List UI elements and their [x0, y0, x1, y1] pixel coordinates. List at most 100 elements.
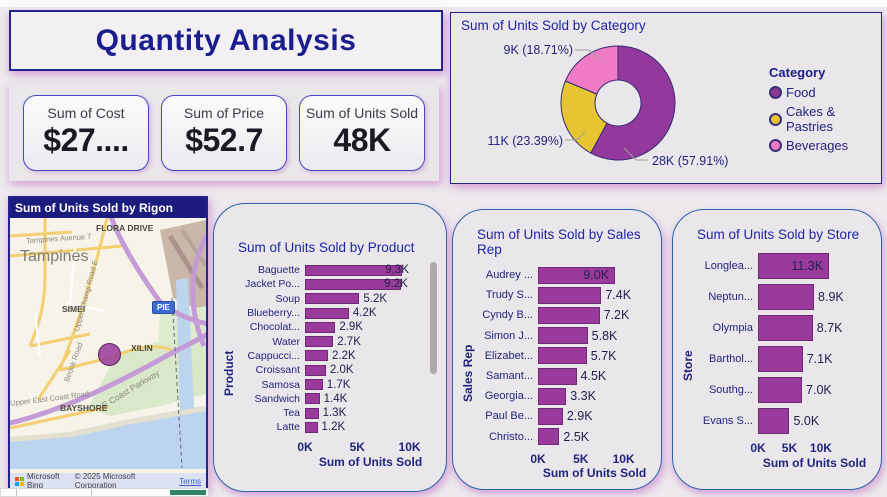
- legend-item-beverages[interactable]: Beverages: [769, 138, 881, 153]
- store-y-axis-label: Store: [681, 350, 695, 381]
- store-chart-panel: Sum of Units Sold by Store Store Longlea…: [672, 209, 882, 490]
- bar[interactable]: [305, 336, 334, 348]
- product-y-axis-label: Product: [222, 350, 236, 396]
- x-axis-label: Sum of Units Sold: [318, 454, 423, 469]
- bar[interactable]: [538, 327, 588, 345]
- x-axis-tick: 0K: [530, 451, 546, 466]
- legend-label: Food: [786, 85, 816, 100]
- category-label: Simon J...: [484, 329, 533, 342]
- bar[interactable]: [305, 264, 403, 276]
- bar-track: 9.0K: [538, 265, 645, 285]
- category-label: Southg...: [708, 383, 753, 396]
- store-chart-title: Sum of Units Sold by Store: [697, 227, 860, 242]
- bar[interactable]: [305, 307, 349, 319]
- map-terms-link[interactable]: Terms: [179, 476, 201, 486]
- leader-line-cakes: [565, 131, 586, 141]
- category-label: Olympia: [712, 321, 753, 334]
- value-label: 5.0K: [793, 413, 820, 428]
- bar[interactable]: [305, 278, 402, 290]
- bar[interactable]: [305, 350, 328, 362]
- store-plot-area: Longlea... 11.3K Neptun... 8.9K Olympia 8.7K B…: [697, 250, 871, 481]
- value-label: 8.9K: [818, 289, 844, 304]
- bar[interactable]: [538, 387, 567, 405]
- donut-slice-food[interactable]: [590, 45, 676, 161]
- bar[interactable]: [305, 421, 318, 433]
- scrollbar-tick: [91, 489, 92, 496]
- legend-item-cakes[interactable]: Cakes & Pastries: [769, 104, 881, 134]
- sales-rep-plot-area: Audrey ... 9.0K Trudy S... 7.4K Cyndy B... 7.…: [477, 265, 651, 481]
- bar[interactable]: [758, 376, 803, 403]
- value-label: 2.9K: [339, 321, 363, 334]
- vertical-scrollbar-thumb[interactable]: [430, 262, 437, 374]
- bar[interactable]: [538, 347, 587, 365]
- legend-dot-food: [769, 86, 782, 99]
- bar-track: 2.0K: [305, 363, 420, 377]
- slice-label-cakes: 11K (23.39%): [487, 134, 563, 148]
- bar[interactable]: [305, 407, 319, 419]
- category-label: Longlea...: [704, 259, 753, 272]
- bar-row: Jacket Po... 9.2K: [238, 277, 436, 291]
- donut-slice-cakes-pastries[interactable]: [560, 80, 608, 154]
- bar[interactable]: [305, 379, 323, 391]
- map-attribution-bar: Microsoft Bing © 2025 Microsoft Corporat…: [10, 472, 206, 490]
- bar[interactable]: [538, 306, 600, 324]
- slice-label-food: 28K (57.91%): [652, 154, 729, 168]
- bar-track: 3.3K: [538, 386, 645, 406]
- bar[interactable]: 11.3K: [758, 252, 830, 279]
- value-label: 7.4K: [605, 288, 632, 303]
- bar[interactable]: [758, 345, 803, 372]
- x-axis-label: Sum of Units Sold: [762, 456, 867, 470]
- bar[interactable]: [305, 364, 326, 376]
- donut-chart[interactable]: [451, 13, 881, 180]
- map-sea: [10, 406, 206, 469]
- bar-track: 1.2K: [305, 420, 420, 434]
- value-label: 9.0K: [583, 268, 610, 283]
- bar[interactable]: [538, 407, 563, 425]
- category-label: Tea: [283, 407, 300, 420]
- bar-track: 9.2K: [305, 277, 420, 291]
- product-plot-area: Baguette 9.3K Jacket Po... 9.2K Soup 5.2K Blue…: [238, 263, 436, 483]
- bar[interactable]: [758, 314, 813, 341]
- bar[interactable]: [758, 283, 815, 310]
- map-bubble-marker[interactable]: [98, 343, 121, 366]
- bar-row: Chocolat... 2.9K: [238, 320, 436, 334]
- bar-row: Baguette 9.3K: [238, 263, 436, 277]
- bar-track: 2.9K: [538, 406, 645, 426]
- value-label: 2.9K: [566, 409, 593, 424]
- value-label: 4.2K: [352, 307, 377, 320]
- legend-dot-beverages: [769, 139, 782, 152]
- map-expressways: [10, 218, 206, 426]
- leader-line-beverages: [575, 49, 602, 61]
- bar[interactable]: [305, 393, 320, 405]
- category-label: Elizabet...: [484, 349, 533, 362]
- sales-rep-y-axis-label: Sales Rep: [461, 344, 475, 402]
- category-label: Blueberry...: [247, 307, 300, 320]
- bar-track: 7.2K: [538, 305, 645, 325]
- bar-row: Southg... 7.0K: [697, 374, 871, 405]
- value-label: 9.2K: [384, 278, 408, 291]
- legend-label: Beverages: [786, 138, 849, 153]
- bar[interactable]: [538, 286, 602, 304]
- value-label: 7.0K: [806, 382, 832, 397]
- bar[interactable]: [538, 367, 577, 385]
- scrollbar-thumb[interactable]: [170, 490, 206, 495]
- bar-track: 7.0K: [758, 374, 865, 405]
- value-label: 1.4K: [323, 392, 348, 405]
- map-canvas[interactable]: Tampines Avenue 7 FLORA DRIVE Tampines S…: [10, 218, 206, 473]
- bar[interactable]: [758, 407, 790, 434]
- legend: Category Food Cakes & Pastries Beverages: [769, 65, 881, 157]
- x-axis: 0K 5K 10K: [477, 451, 651, 466]
- bar[interactable]: [305, 293, 360, 305]
- category-label: Barthol...: [708, 352, 753, 365]
- value-label: 1.2K: [321, 421, 346, 434]
- bar-row: Cappucci... 2.2K: [238, 349, 436, 363]
- value-label: 2.5K: [563, 429, 590, 444]
- map-provider: Microsoft Bing: [27, 472, 60, 490]
- legend-item-food[interactable]: Food: [769, 85, 881, 100]
- kpi-value: $52.7: [185, 121, 263, 158]
- bar[interactable]: [538, 428, 560, 446]
- x-axis-tick: 5K: [573, 451, 589, 466]
- bar[interactable]: [305, 321, 336, 333]
- kpi-card-cost: Sum of Cost $27....: [23, 94, 149, 171]
- bar[interactable]: 9.0K: [538, 266, 616, 284]
